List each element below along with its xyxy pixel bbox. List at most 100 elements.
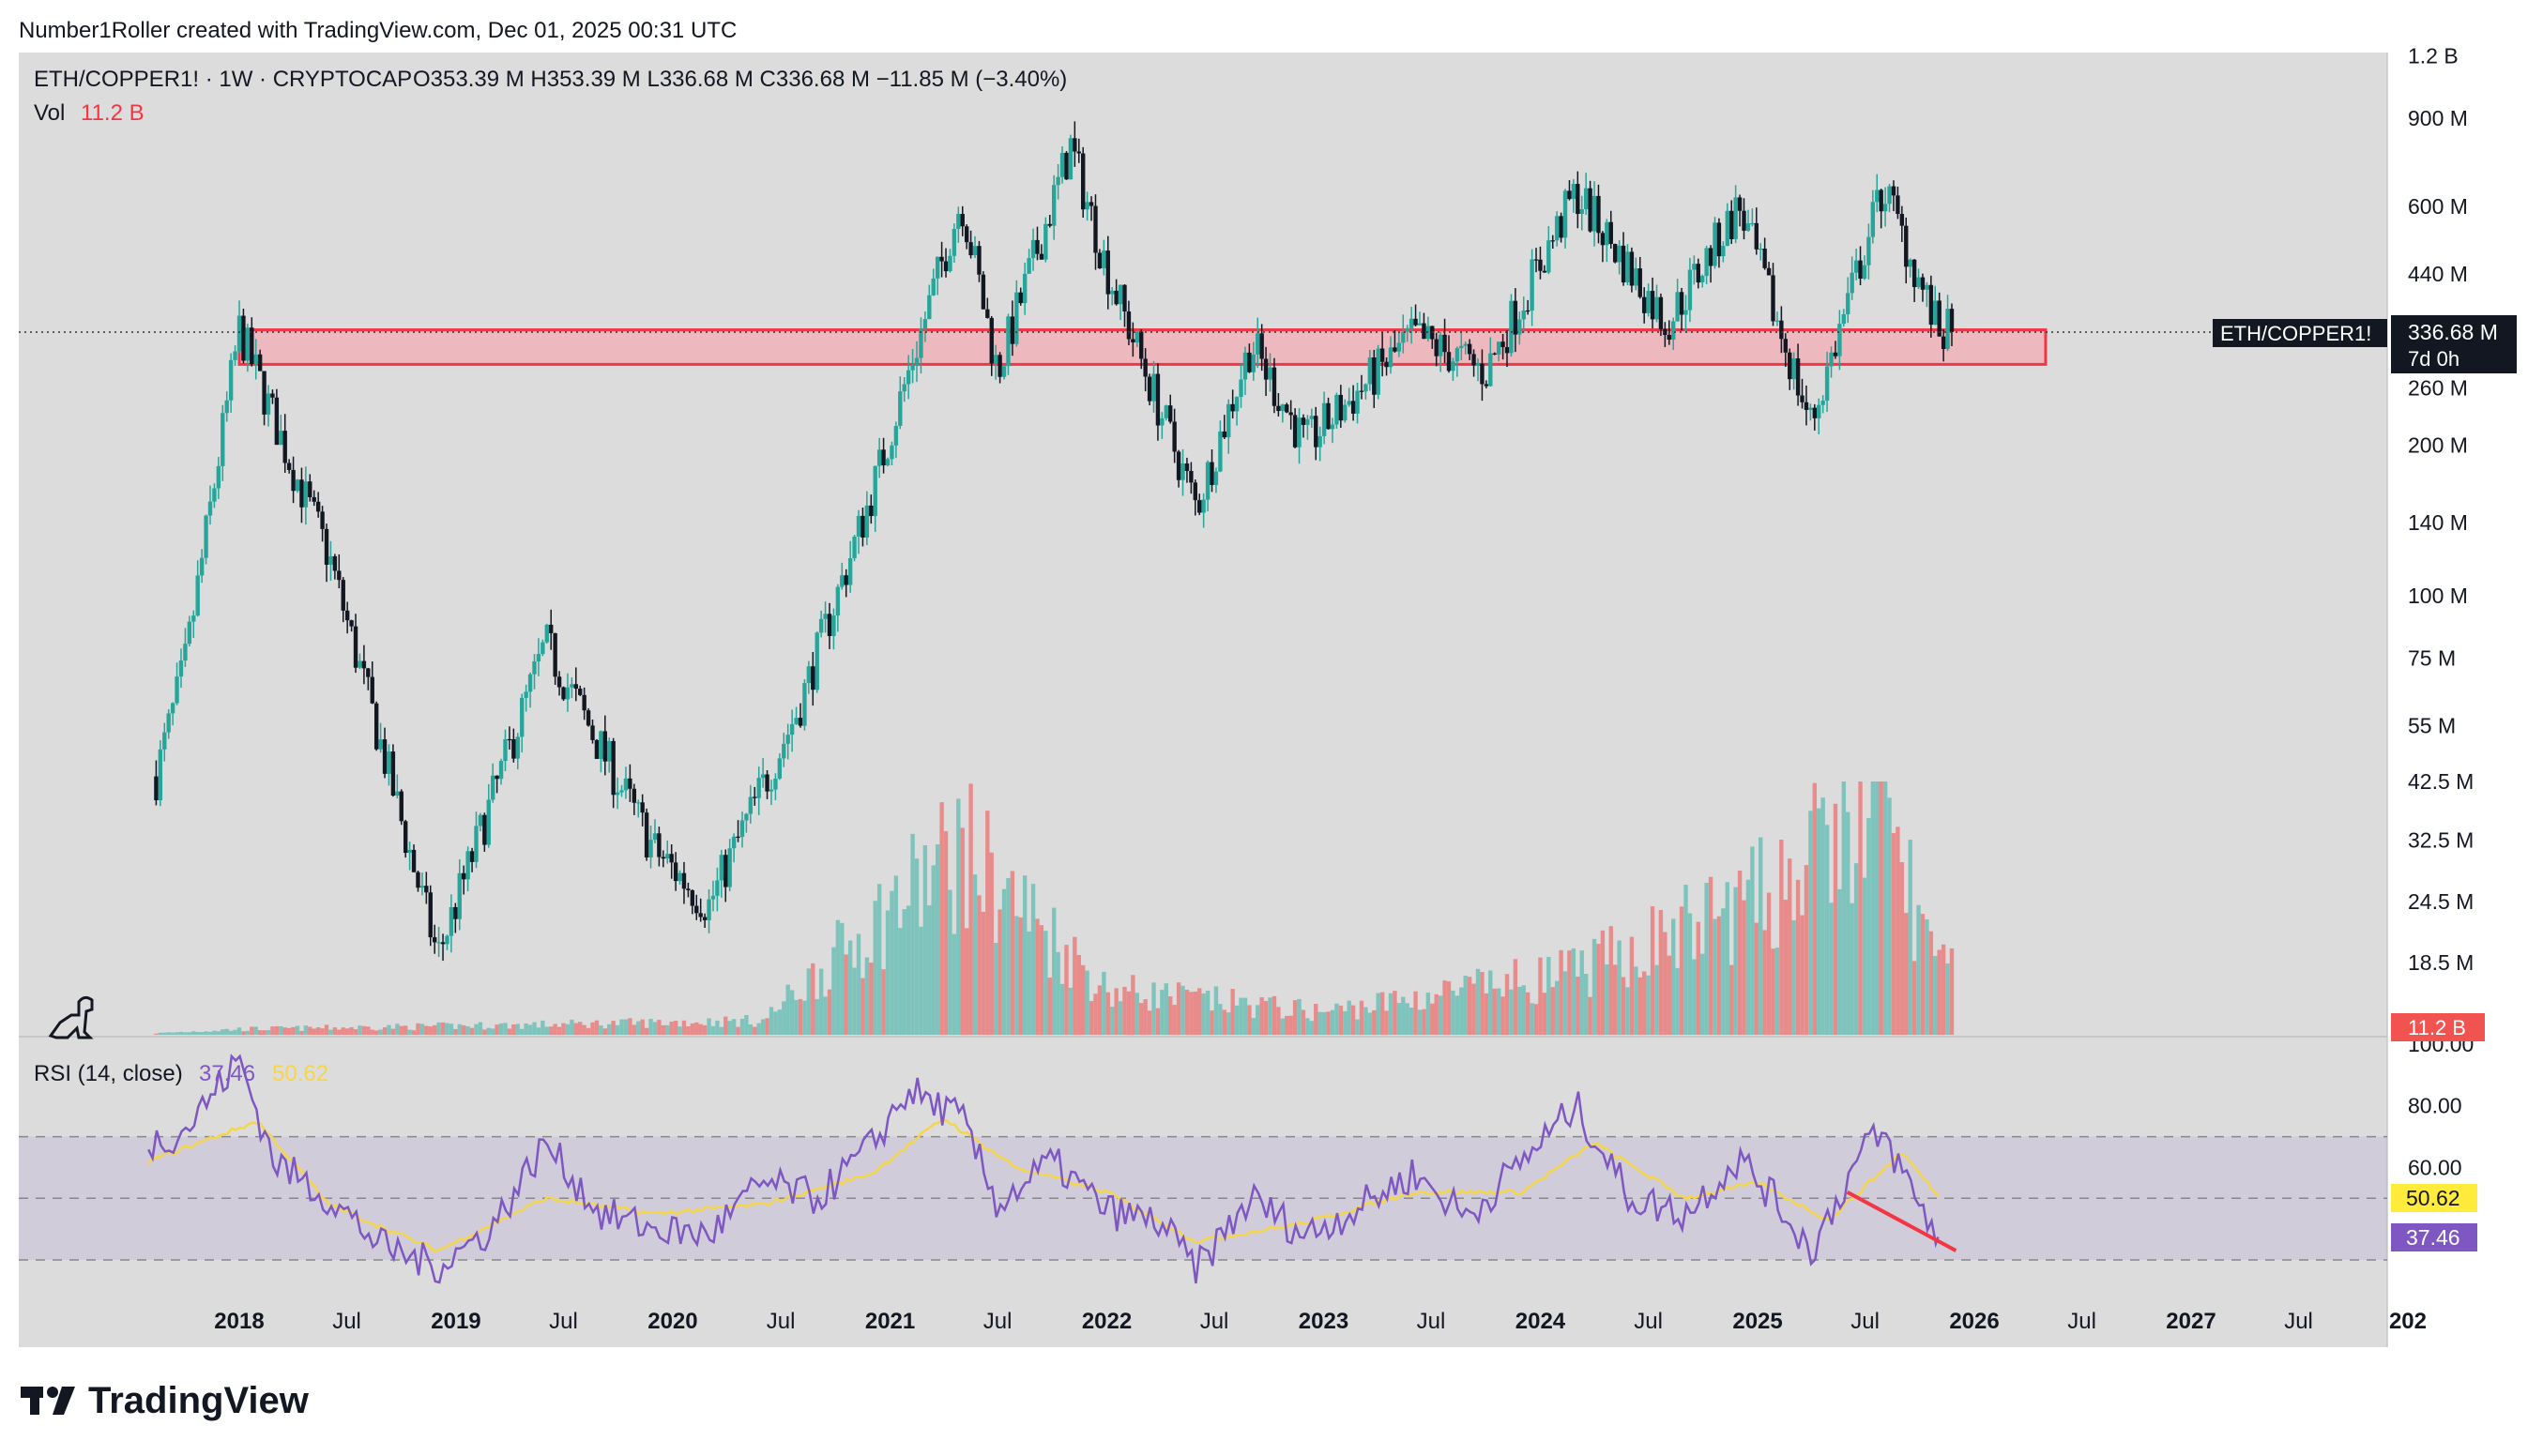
volume-bar <box>1242 997 1248 1035</box>
candle-body <box>236 315 242 352</box>
candle <box>607 737 612 773</box>
volume-bar <box>1305 1018 1310 1035</box>
price-axis-label: 75 M <box>2408 646 2456 671</box>
rsi-legend-label[interactable]: RSI (14, close) <box>34 1061 183 1086</box>
candle-body <box>694 905 699 914</box>
volume-bar <box>416 1023 420 1035</box>
time-axis-label: Jul <box>2067 1309 2096 1334</box>
candle-body <box>748 796 754 814</box>
candle <box>1051 174 1057 240</box>
candle-body <box>939 256 944 262</box>
time-axis-label: 2019 <box>431 1309 480 1334</box>
volume-bar <box>977 895 982 1035</box>
candle-body <box>162 732 167 750</box>
candle-body <box>1870 202 1876 237</box>
candle <box>956 206 961 243</box>
candle <box>1039 244 1044 260</box>
candle <box>769 780 774 806</box>
last-price-tag[interactable]: ETH/COPPER1! 336.68 M 7d 0h <box>2213 315 2517 373</box>
volume-bar <box>178 1031 184 1035</box>
candle <box>1591 181 1597 247</box>
candle <box>1550 235 1555 250</box>
candle-body <box>1567 190 1572 200</box>
candle <box>1379 332 1385 377</box>
footer-brand[interactable]: TradingView <box>88 1380 310 1421</box>
candle-body <box>1496 341 1501 355</box>
candle-body <box>840 575 845 587</box>
volume-bar <box>1829 902 1834 1035</box>
candle <box>681 861 687 904</box>
candle <box>586 707 591 727</box>
candle <box>1745 209 1751 233</box>
candle-body <box>1911 259 1917 287</box>
volume-bar <box>1355 1019 1360 1035</box>
candle <box>890 441 894 465</box>
volume-bar <box>661 1024 666 1035</box>
candle-body <box>1180 463 1185 480</box>
candle-body <box>250 327 254 365</box>
volume-bar <box>1530 1003 1534 1035</box>
volume-bar <box>308 1026 312 1035</box>
candle <box>981 271 986 310</box>
candle <box>449 894 454 953</box>
candle-body <box>1027 258 1031 274</box>
rsi-value-tag-bg <box>2391 1223 2477 1251</box>
price-pane-bg[interactable] <box>19 53 2387 1036</box>
time-axis-label: 2027 <box>2166 1309 2216 1334</box>
candle-body <box>1164 405 1168 418</box>
candle-body <box>1925 284 1929 290</box>
candle <box>1347 387 1351 407</box>
volume-bar <box>1222 1009 1227 1035</box>
volume-bar <box>299 1030 304 1035</box>
candle-body <box>1102 250 1106 269</box>
candle-body <box>395 791 400 796</box>
candle-body <box>1230 403 1235 412</box>
candle <box>573 667 578 702</box>
candle <box>1629 247 1635 293</box>
candle <box>698 898 703 922</box>
time-axis-label: Jul <box>767 1309 796 1334</box>
candle <box>495 775 499 794</box>
volume-bar <box>628 1018 632 1035</box>
volume-bar <box>1571 948 1576 1035</box>
volume-bar <box>1759 837 1763 1035</box>
candle-body <box>191 615 196 622</box>
volume-bar <box>1591 938 1597 1035</box>
volume-bar <box>1837 888 1842 1035</box>
axes: 1.2 B 900 M 600 M 440 M 260 M 200 M 140 M 100 M… <box>214 43 2474 1334</box>
time-axis-bg[interactable] <box>19 1285 2387 1347</box>
candle <box>1081 146 1086 218</box>
candle-body <box>469 851 475 862</box>
candle-body <box>224 400 229 414</box>
volume-bar <box>582 1024 586 1035</box>
volume-bar <box>993 942 998 1035</box>
candle <box>1405 325 1409 342</box>
candle <box>1068 134 1074 180</box>
volume-bar <box>1093 993 1098 1035</box>
candle <box>361 645 367 685</box>
candle <box>1376 344 1380 400</box>
candle <box>503 729 508 771</box>
candle <box>282 414 287 473</box>
candle-body <box>1343 404 1348 421</box>
legend-symbol[interactable]: ETH/COPPER1! · 1W · CRYPTOCAP <box>34 67 412 92</box>
candle-body <box>885 459 891 466</box>
volume-bar <box>1480 972 1485 1035</box>
volume-bar <box>1742 900 1746 1035</box>
volume-bar <box>1376 993 1380 1035</box>
candle <box>1596 184 1601 244</box>
candle <box>1422 312 1426 340</box>
candle <box>723 849 728 902</box>
candle <box>815 630 819 693</box>
volume-bar <box>457 1024 462 1035</box>
candle-body <box>1379 348 1385 362</box>
volume-bar <box>1550 987 1555 1035</box>
legend-vol-label[interactable]: Vol <box>34 100 65 126</box>
volume-bar <box>407 1029 412 1035</box>
price-axis-bg[interactable] <box>2387 53 2528 1347</box>
volume-bar <box>1841 781 1847 1035</box>
volume-bar <box>440 1022 446 1035</box>
time-axis-label: Jul <box>1850 1309 1880 1334</box>
candle <box>1285 402 1289 414</box>
volume-bar <box>282 1027 287 1035</box>
